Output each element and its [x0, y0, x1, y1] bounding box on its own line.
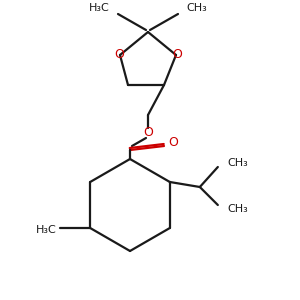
Text: CH₃: CH₃ [228, 158, 249, 168]
Text: O: O [143, 127, 153, 140]
Text: H₃C: H₃C [89, 3, 110, 13]
Text: O: O [114, 47, 124, 61]
Text: O: O [172, 47, 182, 61]
Text: H₃C: H₃C [35, 225, 56, 235]
Text: CH₃: CH₃ [186, 3, 207, 13]
Text: CH₃: CH₃ [228, 204, 249, 214]
Text: O: O [168, 136, 178, 149]
